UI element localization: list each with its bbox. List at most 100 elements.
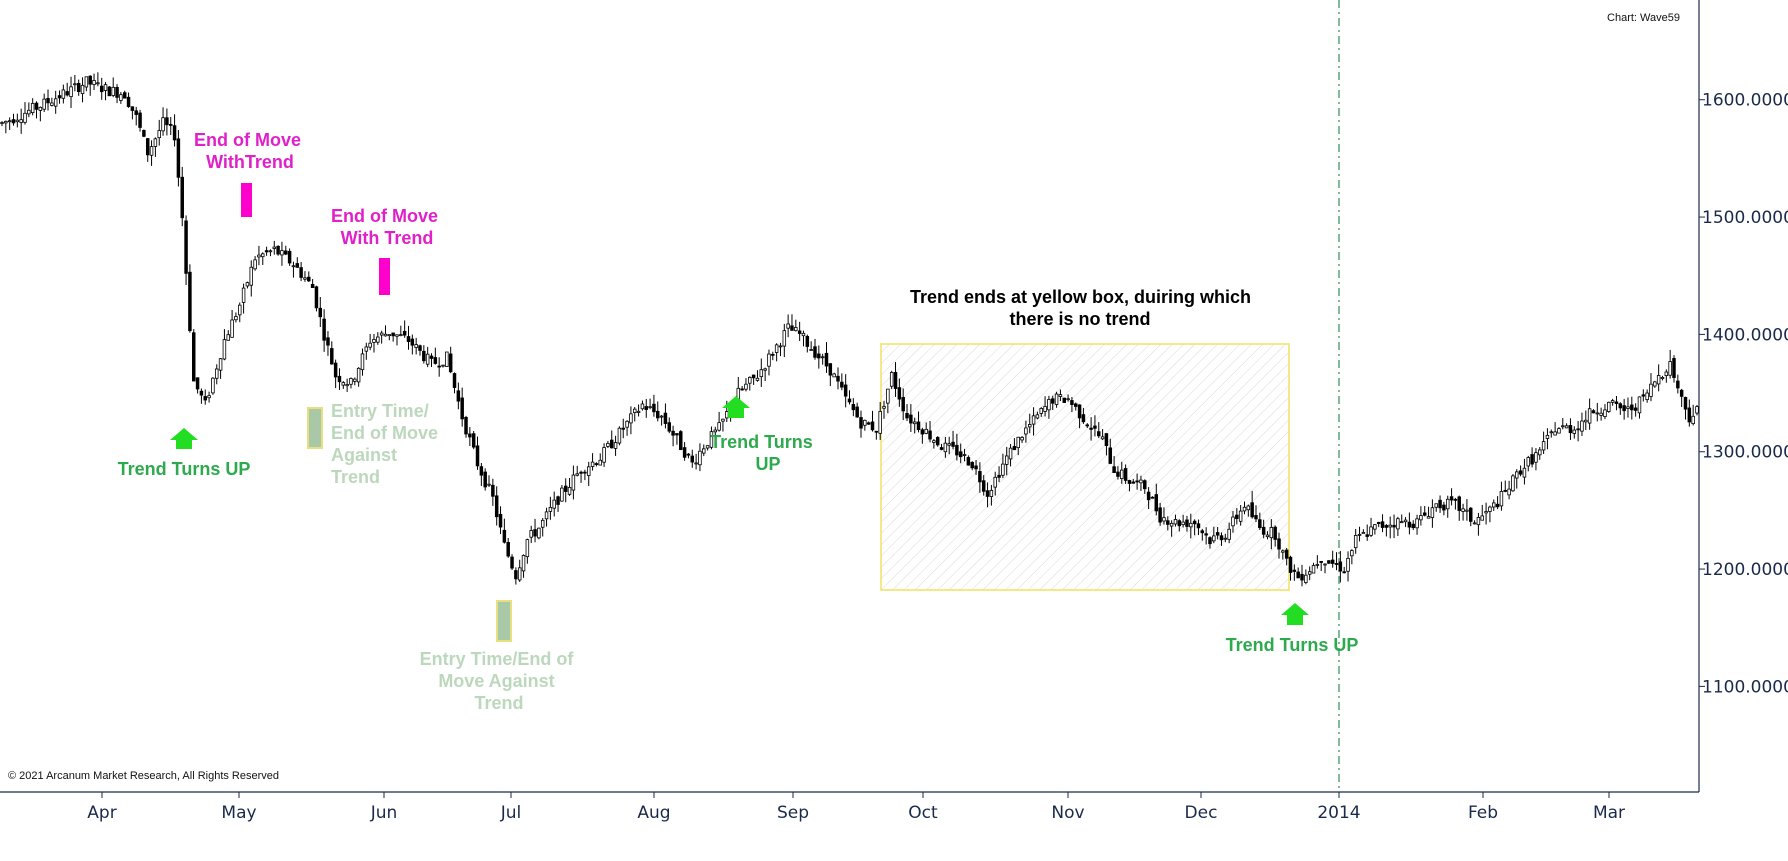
- candle-body: [1415, 518, 1419, 529]
- candle-body: [287, 250, 292, 264]
- candle-body: [613, 442, 618, 449]
- candle-body: [295, 263, 300, 268]
- candle-body: [487, 483, 491, 486]
- candle-body: [188, 271, 192, 332]
- candle-body: [602, 447, 606, 463]
- candle-body: [84, 76, 89, 88]
- candle-body: [1116, 471, 1120, 477]
- candle-body: [1330, 559, 1335, 564]
- candle-body: [981, 480, 986, 492]
- candle-body: [1492, 502, 1496, 508]
- candle-body: [644, 406, 648, 410]
- candle-body: [130, 106, 135, 111]
- candle-body: [575, 473, 579, 476]
- candle-body: [889, 372, 894, 387]
- candle-body: [537, 527, 541, 539]
- candle-body: [1687, 407, 1692, 423]
- candle-body: [1660, 376, 1665, 380]
- candle-body: [402, 330, 407, 336]
- candle-body: [1603, 409, 1607, 417]
- candle-body: [1035, 414, 1040, 419]
- candle-body: [471, 433, 476, 448]
- candle-body: [1166, 520, 1170, 525]
- candle-body: [80, 84, 85, 95]
- candle-body: [1196, 523, 1201, 529]
- trend-up-arrow-3: [1281, 603, 1309, 625]
- candle-body: [847, 398, 852, 403]
- candle-body: [234, 316, 238, 321]
- candle-body: [1438, 499, 1442, 509]
- candle-body: [27, 109, 31, 115]
- candle-body: [617, 427, 622, 444]
- candle-body: [142, 130, 146, 137]
- candle-body: [203, 396, 207, 401]
- candle-body: [1008, 447, 1013, 460]
- candle-body: [656, 410, 660, 419]
- candle-body: [391, 332, 395, 337]
- candle-body: [1549, 431, 1554, 434]
- candle-body: [1591, 410, 1596, 414]
- candle-body: [1614, 401, 1619, 404]
- candle-body: [356, 367, 361, 383]
- candle-body: [264, 250, 269, 253]
- annotation-entry-time-1: Entry Time/ End of Move Against Trend: [331, 401, 443, 487]
- candle-body: [1327, 560, 1331, 564]
- candle-body: [176, 138, 181, 178]
- candle-body: [107, 86, 112, 97]
- candle-body: [379, 332, 384, 336]
- candle-body: [594, 463, 599, 465]
- candle-body: [253, 259, 257, 270]
- candle-body: [1070, 400, 1074, 405]
- candle-body: [1027, 424, 1032, 428]
- candle-body: [1273, 526, 1277, 540]
- candle-body: [65, 91, 69, 96]
- candle-body: [901, 397, 905, 412]
- candle-body: [138, 112, 142, 128]
- candle-body: [1054, 393, 1059, 405]
- candle-body: [46, 98, 50, 104]
- candle-body: [1353, 534, 1358, 549]
- candle-body: [1139, 479, 1143, 484]
- candle-body: [322, 318, 326, 341]
- candle-body: [1146, 491, 1151, 501]
- candle-body: [579, 471, 583, 474]
- candle-body: [456, 390, 461, 402]
- candle-body: [932, 440, 936, 443]
- candle-body: [1645, 392, 1649, 401]
- candle-body: [1097, 431, 1101, 437]
- time-tick-label: Oct: [908, 803, 938, 823]
- candle-body: [586, 466, 591, 476]
- candle-body: [924, 428, 928, 434]
- candle-body: [1480, 515, 1484, 521]
- candle-body: [1181, 521, 1185, 526]
- candle-body: [387, 334, 392, 336]
- candle-body: [997, 474, 1001, 478]
- candle-body: [1641, 394, 1646, 397]
- candle-body: [1284, 549, 1289, 559]
- candle-body: [372, 339, 376, 343]
- candle-body: [1004, 455, 1009, 465]
- candle-body: [42, 98, 46, 110]
- candle-body: [1392, 524, 1396, 528]
- candle-body: [445, 351, 449, 367]
- candle-body: [1584, 419, 1588, 423]
- candle-body: [23, 112, 27, 123]
- candle-body: [76, 82, 81, 93]
- candle-body: [134, 110, 138, 115]
- candle-body: [1319, 560, 1323, 563]
- candle-body: [909, 414, 913, 424]
- candle-body: [1495, 503, 1500, 508]
- candle-body: [268, 250, 273, 253]
- candle-body: [468, 433, 472, 438]
- time-tick-label: Aug: [637, 803, 670, 823]
- candle-body: [985, 490, 990, 497]
- candle-body: [633, 408, 637, 413]
- candle-body: [195, 377, 200, 390]
- candle-body: [1664, 371, 1669, 377]
- candle-body: [1672, 358, 1676, 378]
- candle-body: [1074, 403, 1078, 407]
- candle-body: [590, 461, 595, 467]
- candle-body: [567, 486, 572, 495]
- time-tick-label: 2014: [1317, 803, 1360, 823]
- candle-body: [1127, 480, 1132, 484]
